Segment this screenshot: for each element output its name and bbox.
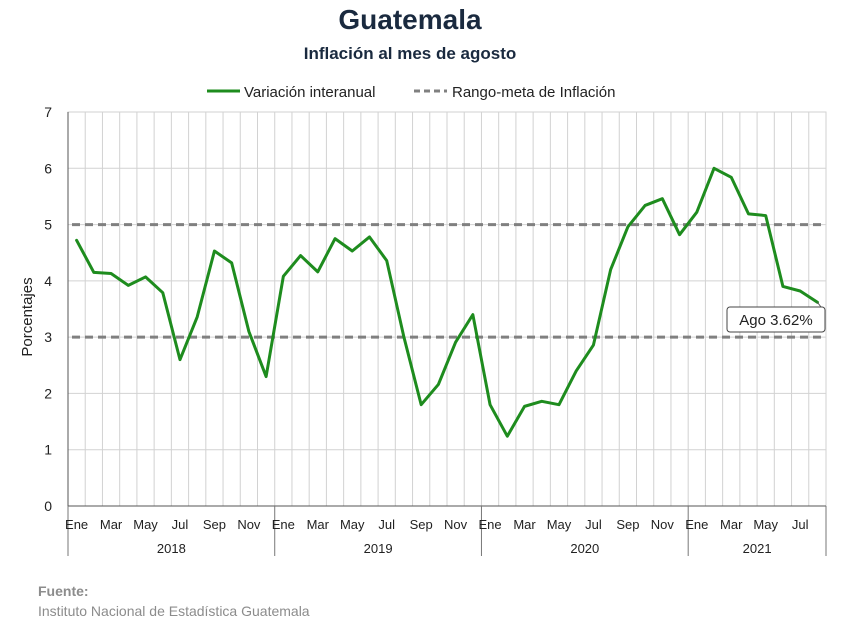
x-tick-label: May [340,517,365,532]
x-year-label: 2019 [364,541,393,556]
y-tick-label: 5 [44,217,52,233]
x-tick-label: Nov [237,517,261,532]
x-tick-label: Mar [307,517,330,532]
series-lines [75,166,819,438]
tick-labels: 0 1 2 3 4 5 6 7 Ene Mar May Jul Sep Nov Ene Mar May Jul Se… [44,104,808,556]
x-tick-label: Sep [203,517,226,532]
x-tick-label: Ene [685,517,708,532]
y-tick-label: 3 [44,329,52,345]
annotation-text: Ago 3.62% [739,312,812,329]
chart: Variación interanual Rango-meta de Infla… [19,84,827,556]
y-tick-label: 4 [44,273,52,289]
chart-title: Guatemala [338,4,482,35]
x-tick-label: Mar [100,517,123,532]
x-tick-label: Jul [172,517,189,532]
x-tick-label: Mar [720,517,743,532]
legend: Variación interanual Rango-meta de Infla… [207,84,615,101]
x-tick-label: Jul [585,517,602,532]
x-tick-label: Nov [651,517,675,532]
x-tick-label: Mar [513,517,536,532]
x-tick-label: Ene [478,517,501,532]
y-tick-label: 2 [44,385,52,401]
target-lines [72,223,822,339]
legend-label-variacion: Variación interanual [244,84,375,101]
y-tick-label: 0 [44,498,52,514]
grid [67,111,827,507]
x-tick-label: May [133,517,158,532]
x-tick-label: Ene [272,517,295,532]
x-tick-label: Ene [65,517,88,532]
x-year-label: 2020 [570,541,599,556]
x-tick-label: Nov [444,517,468,532]
x-tick-label: Jul [378,517,395,532]
x-tick-label: Sep [616,517,639,532]
axes [67,112,827,556]
annotation: Ago 3.62% [726,301,826,333]
x-tick-label: May [753,517,778,532]
y-tick-label: 7 [44,104,52,120]
x-tick-label: Sep [410,517,433,532]
source-label: Fuente: [38,583,89,599]
legend-label-rango: Rango-meta de Inflación [452,84,615,101]
x-year-label: 2021 [743,541,772,556]
y-axis-title: Porcentajes [19,277,36,356]
annotation-leader [816,301,822,308]
x-year-label: 2018 [157,541,186,556]
y-tick-label: 6 [44,160,52,176]
series-line-variacion [75,166,819,438]
y-tick-label: 1 [44,442,52,458]
source-text: Instituto Nacional de Estadística Guatem… [38,603,310,619]
annotation-box [726,306,826,333]
x-tick-label: May [547,517,572,532]
chart-subtitle: Inflación al mes de agosto [303,44,517,63]
x-tick-label: Jul [792,517,809,532]
